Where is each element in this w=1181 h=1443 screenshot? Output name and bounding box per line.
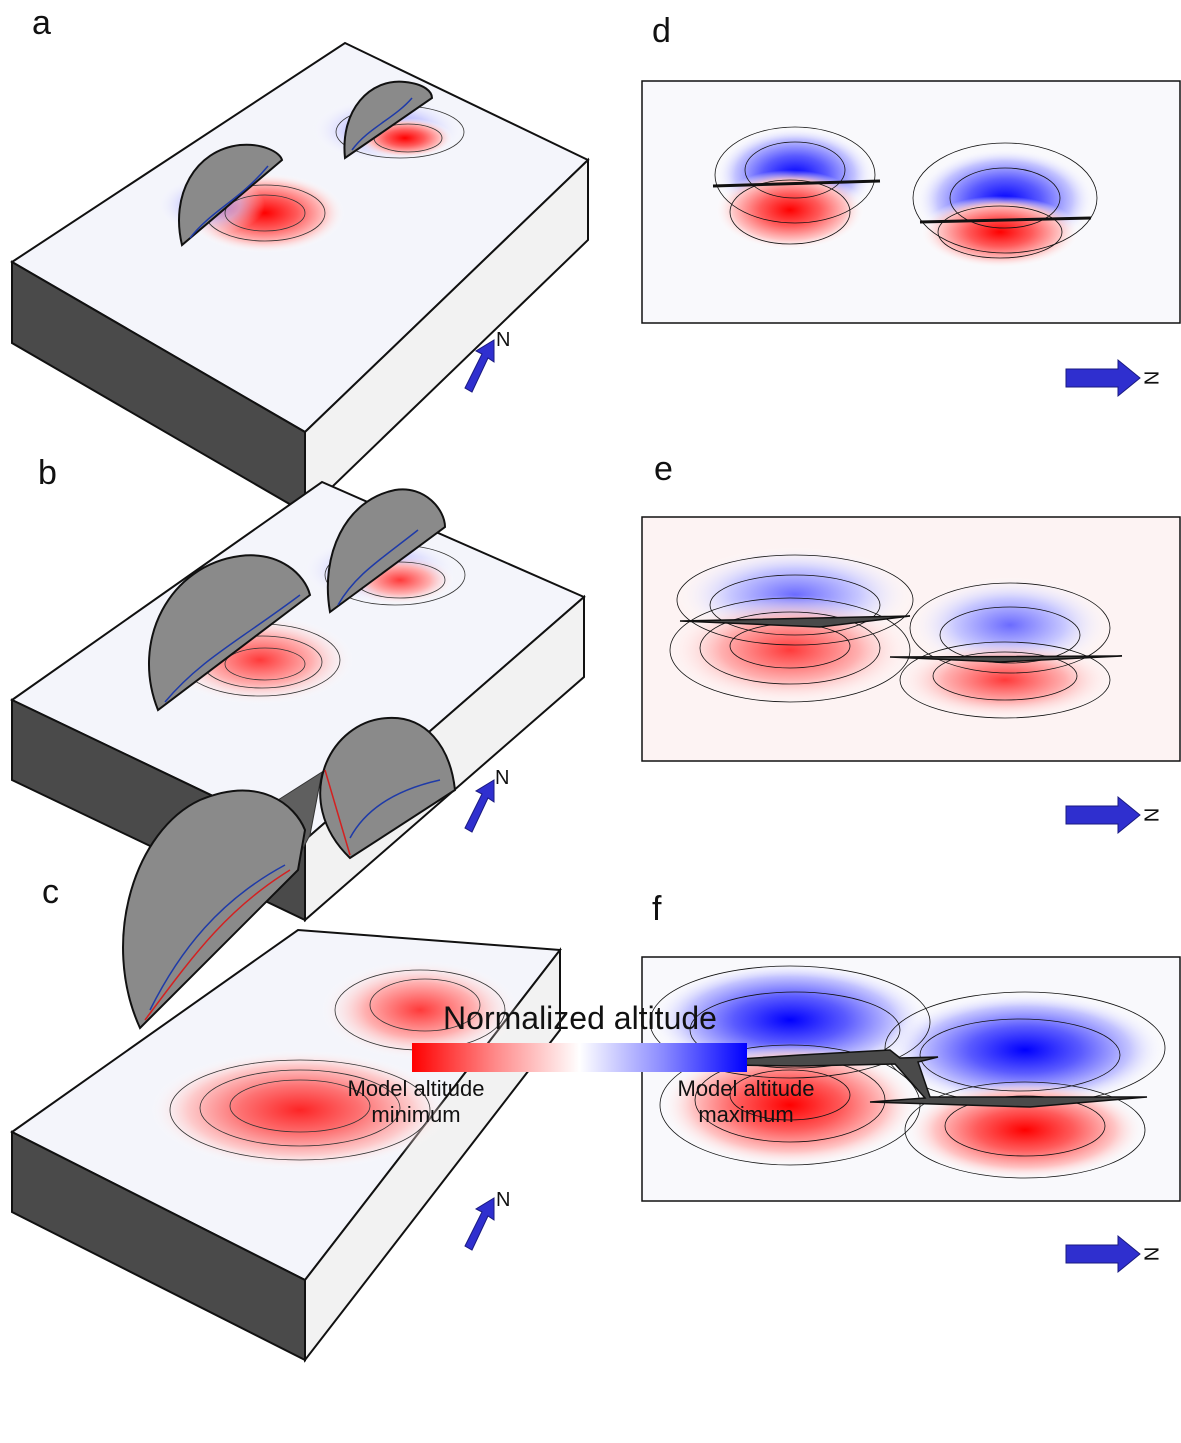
north-label-b: N <box>495 767 509 789</box>
north-arrow-b <box>464 779 495 833</box>
panel-d-map <box>641 80 1181 324</box>
legend-min-line2: minimum <box>371 1101 461 1127</box>
north-arrow-f <box>1065 1234 1141 1274</box>
legend-min-label: Model altitude minimum <box>306 1076 526 1128</box>
legend-max-line1: Model altitude <box>677 1076 815 1101</box>
north-arrow-d <box>1065 358 1141 398</box>
north-arrow-e <box>1065 795 1141 835</box>
colorbar <box>412 1043 747 1072</box>
panel-label-a: a <box>32 4 51 42</box>
north-arrow-c <box>464 1197 495 1251</box>
legend-max-line2: maximum <box>698 1101 794 1127</box>
panel-e-map <box>641 516 1181 762</box>
panel-label-d: d <box>652 12 671 50</box>
legend-max-label: Model altitude maximum <box>636 1076 856 1128</box>
legend-title: Normalized altitude <box>443 1000 717 1036</box>
legend-min-line1: Model altitude <box>347 1076 485 1101</box>
panel-label-e: e <box>654 450 673 488</box>
panel-label-f: f <box>652 890 662 928</box>
north-label-d: N <box>1140 371 1162 385</box>
north-label-f: N <box>1140 1247 1162 1261</box>
north-label-e: N <box>1140 808 1162 822</box>
panel-a-block <box>10 41 590 516</box>
north-arrow-a <box>464 339 495 393</box>
panel-label-b: b <box>38 454 57 492</box>
panel-label-c: c <box>42 873 59 911</box>
north-label-c: N <box>496 1189 510 1211</box>
north-label-a: N <box>496 329 510 351</box>
panel-f-map <box>641 956 1181 1202</box>
